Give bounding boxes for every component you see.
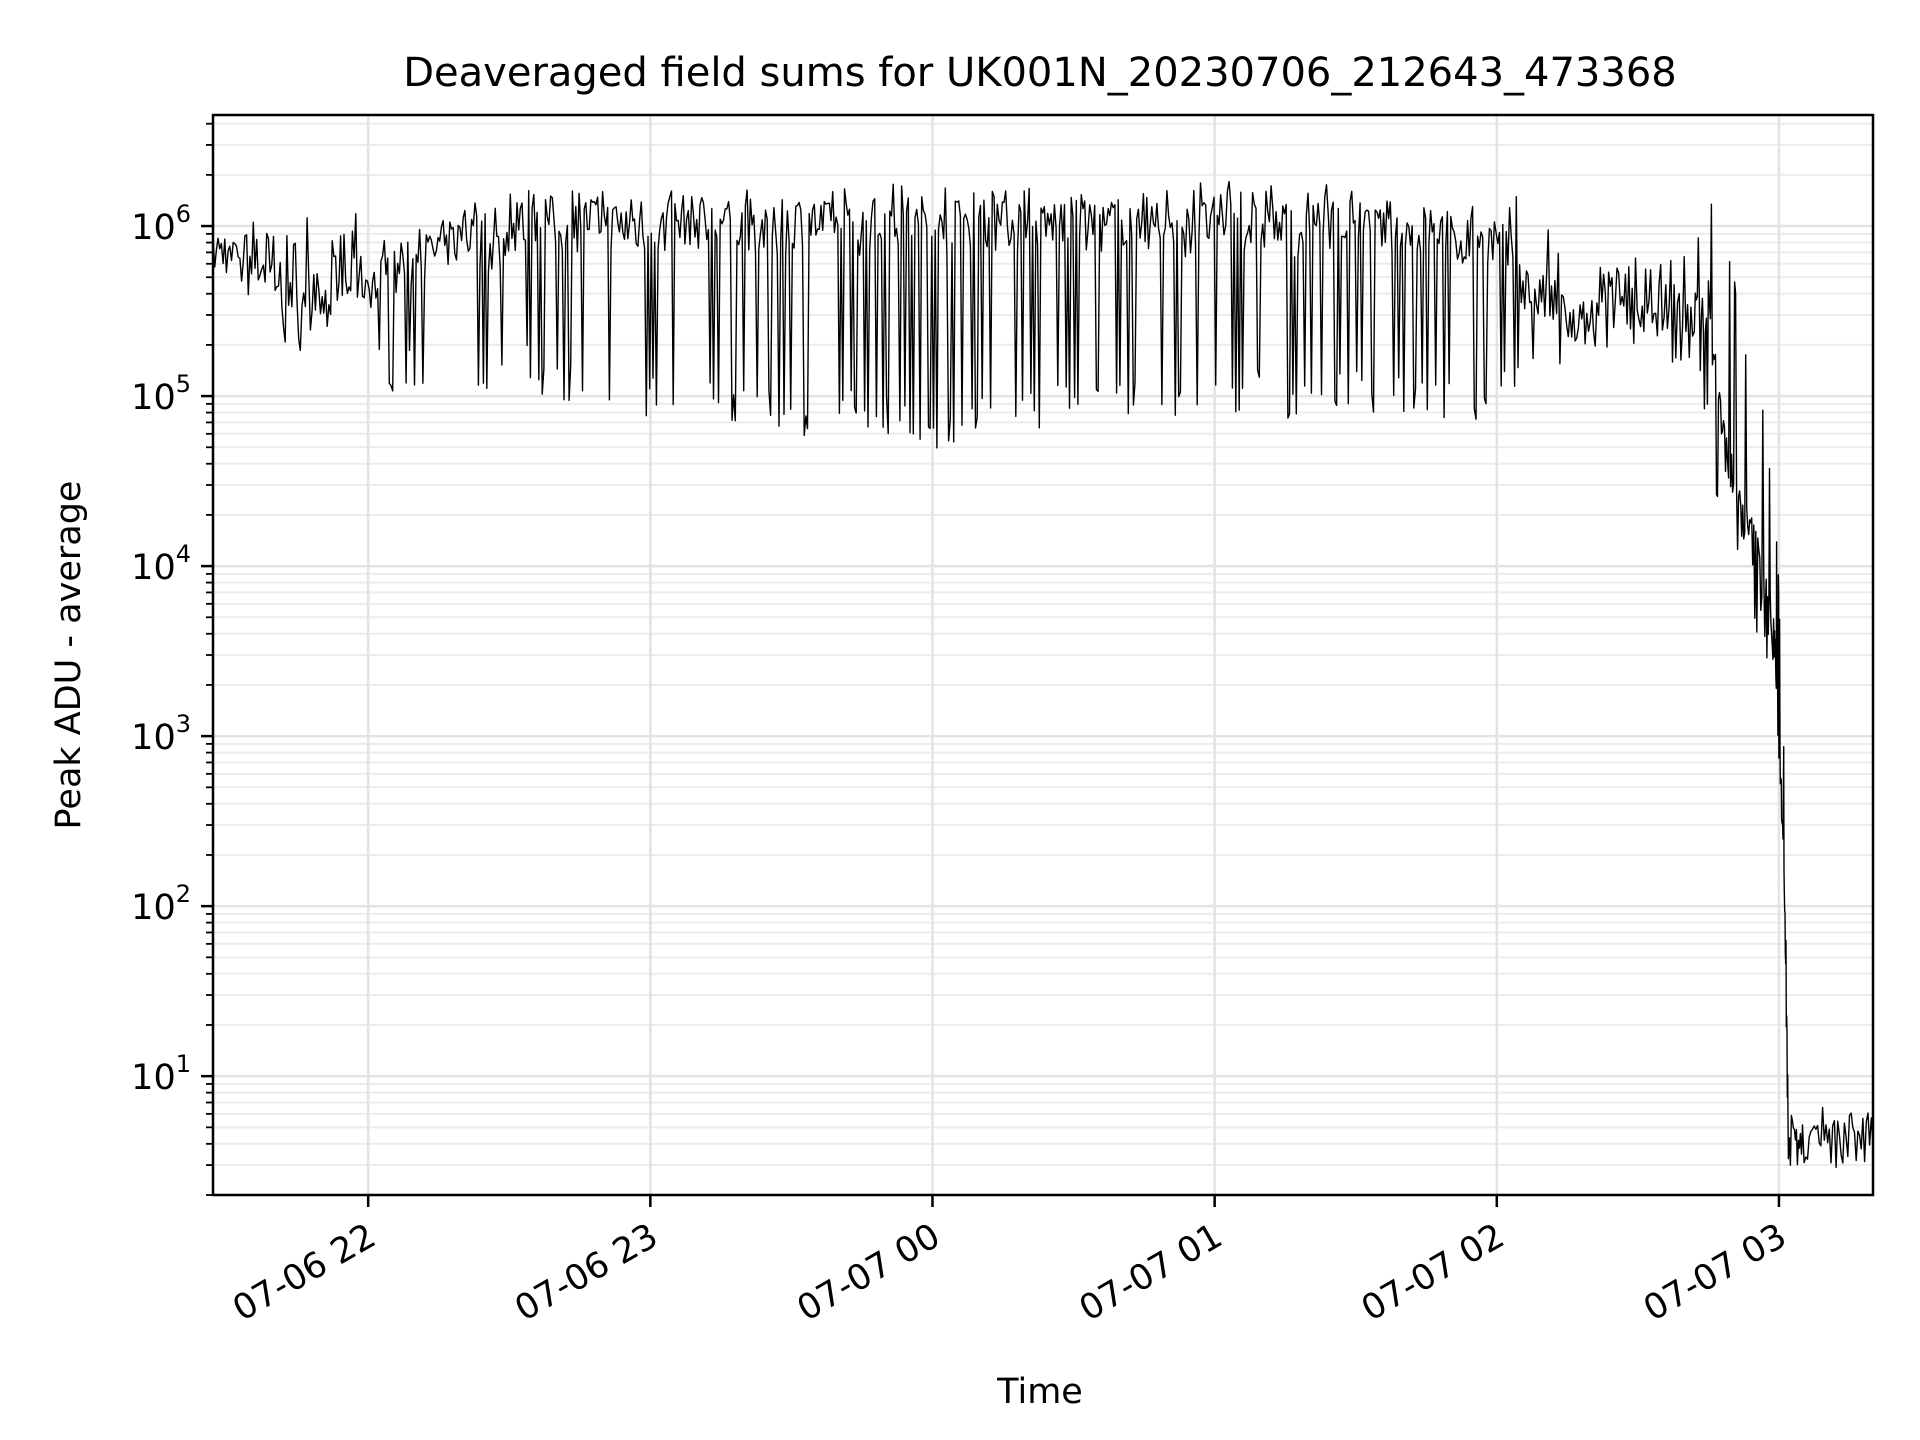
y-tick-label: 105 [131, 370, 191, 418]
chart-title: Deaveraged field sums for UK001N_2023070… [403, 50, 1676, 96]
y-tick-label-base: 10 [131, 208, 176, 248]
y-tick-label-exponent: 4 [176, 540, 191, 568]
y-tick-label-exponent: 5 [176, 370, 191, 398]
series-line [212, 180, 1874, 1169]
y-tick-label-base: 10 [131, 548, 176, 588]
y-tick-label-base: 10 [131, 718, 176, 758]
y-tick-label-base: 10 [131, 1058, 176, 1098]
grid-layer [213, 115, 1873, 1196]
y-tick-label-exponent: 6 [176, 200, 191, 228]
y-tick-label: 103 [131, 710, 191, 758]
y-tick-label-exponent: 2 [176, 880, 191, 908]
x-axis-label: Time [996, 1372, 1083, 1412]
y-tick-label-base: 10 [131, 888, 176, 928]
series-layer [212, 180, 1874, 1169]
y-tick-label-exponent: 1 [176, 1050, 191, 1078]
y-tick-label: 104 [131, 540, 191, 588]
y-axis-label: Peak ADU - average [49, 481, 89, 830]
y-tick-label: 101 [131, 1050, 191, 1098]
y-tick-label: 106 [131, 200, 191, 248]
y-tick-label-exponent: 3 [176, 710, 191, 738]
y-tick-label: 102 [131, 880, 191, 928]
y-tick-label-base: 10 [131, 378, 176, 418]
